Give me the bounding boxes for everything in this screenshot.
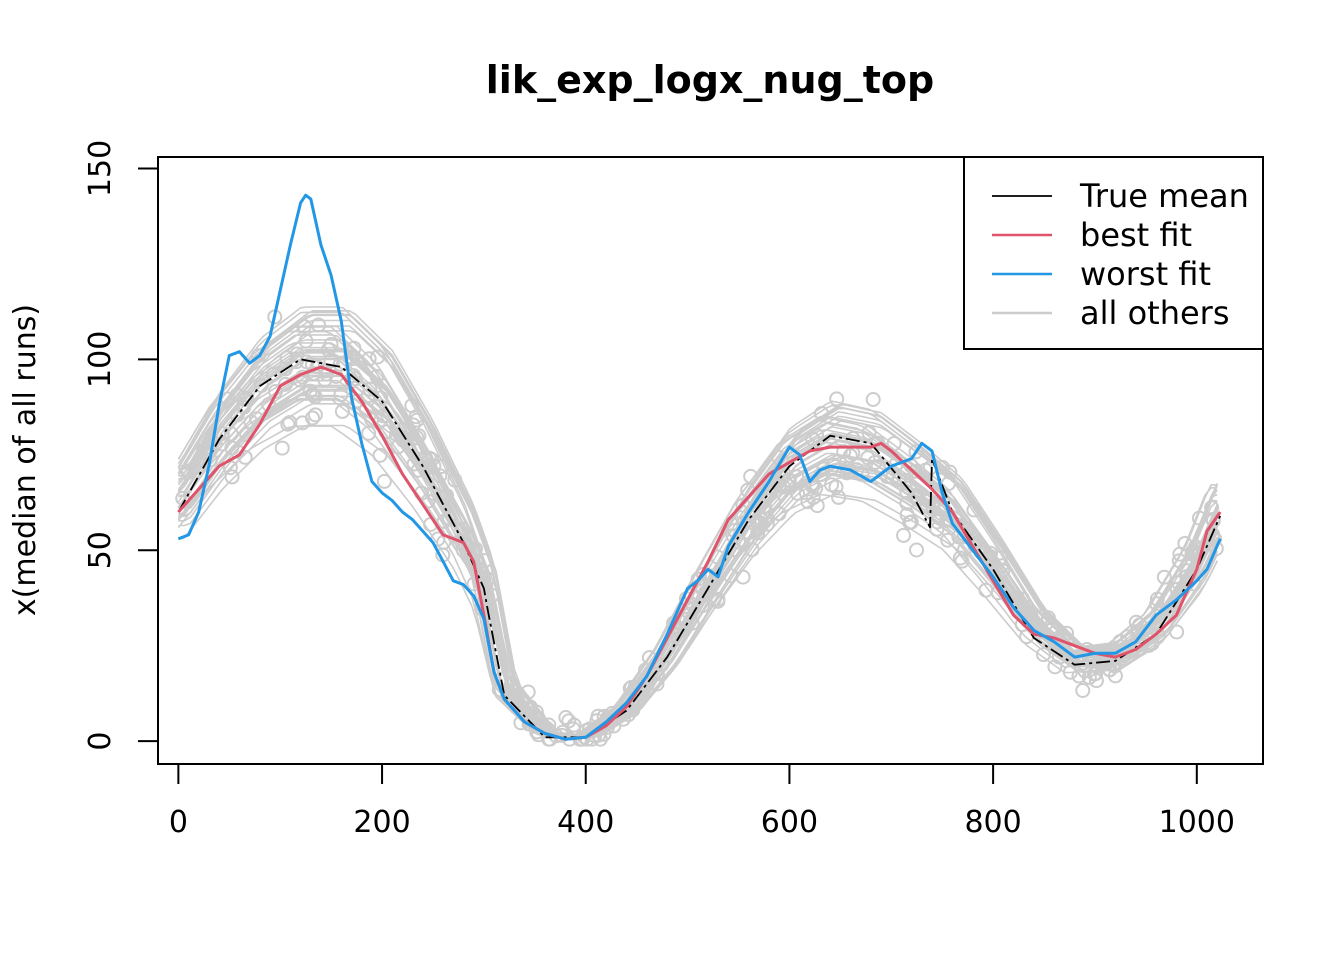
run-line bbox=[177, 351, 1218, 738]
scatter-point bbox=[274, 440, 290, 456]
scatter-point bbox=[1071, 668, 1087, 684]
run-line bbox=[178, 357, 1218, 738]
scatter-point bbox=[896, 527, 912, 543]
run-line bbox=[178, 388, 1218, 739]
legend-label: True mean bbox=[1079, 177, 1249, 215]
run-line bbox=[177, 352, 1218, 738]
run-line bbox=[178, 390, 1218, 739]
worst-fit-line bbox=[177, 193, 1222, 741]
run-line bbox=[178, 374, 1218, 738]
scatter-point bbox=[1169, 624, 1185, 640]
true-mean-line bbox=[177, 358, 1222, 739]
scatter-point bbox=[1156, 569, 1172, 585]
run-line bbox=[178, 355, 1218, 738]
legend-label: best fit bbox=[1080, 216, 1192, 254]
y-axis-label: x(median of all runs) bbox=[8, 304, 43, 616]
scatter-point bbox=[376, 473, 392, 489]
run-line bbox=[177, 350, 1218, 738]
scatter-point bbox=[831, 489, 847, 505]
scatter-point bbox=[558, 710, 574, 726]
scatter-point bbox=[909, 542, 925, 558]
run-line bbox=[178, 384, 1218, 738]
scatter-point bbox=[1088, 673, 1104, 689]
legend-box bbox=[963, 156, 1264, 350]
legend-label: worst fit bbox=[1080, 255, 1211, 293]
series-lines bbox=[177, 193, 1222, 741]
run-line bbox=[177, 394, 1218, 739]
run-line bbox=[177, 398, 1218, 739]
x-tick-label: 0 bbox=[169, 805, 188, 840]
y-axis: 0 50 100 150 bbox=[83, 140, 159, 751]
scatter-point bbox=[828, 479, 844, 495]
run-line bbox=[177, 379, 1218, 739]
scatter-point bbox=[237, 449, 253, 465]
scatter-point bbox=[1036, 647, 1052, 663]
scatter-point bbox=[224, 469, 240, 485]
run-line bbox=[178, 424, 1218, 739]
run-line bbox=[177, 311, 1218, 738]
x-tick-label: 800 bbox=[964, 805, 1021, 840]
x-tick-label: 1000 bbox=[1159, 805, 1235, 840]
y-tick-label: 0 bbox=[83, 732, 118, 751]
scatter-point bbox=[865, 392, 881, 408]
run-line bbox=[177, 358, 1218, 738]
run-line bbox=[178, 313, 1218, 738]
scatter-point bbox=[361, 425, 377, 441]
x-tick-label: 600 bbox=[761, 805, 818, 840]
run-line bbox=[178, 314, 1218, 738]
run-line bbox=[177, 374, 1218, 738]
best-fit-line bbox=[177, 365, 1222, 741]
run-line bbox=[178, 350, 1218, 738]
scatter-point bbox=[370, 349, 386, 365]
run-line bbox=[178, 375, 1218, 738]
run-line bbox=[177, 349, 1218, 738]
x-tick-label: 200 bbox=[353, 805, 410, 840]
scatter-point bbox=[334, 403, 350, 419]
run-line bbox=[178, 310, 1218, 738]
y-tick-label: 100 bbox=[83, 331, 118, 388]
x-tick-label: 400 bbox=[557, 805, 614, 840]
run-line bbox=[177, 346, 1218, 738]
scatter-point bbox=[829, 391, 845, 407]
run-line bbox=[177, 326, 1218, 738]
y-tick-label: 50 bbox=[83, 531, 118, 569]
chart-title: lik_exp_logx_nug_top bbox=[486, 58, 934, 102]
run-line bbox=[178, 330, 1218, 738]
legend-label: all others bbox=[1080, 294, 1229, 332]
scatter-point bbox=[307, 407, 323, 423]
scatter-point bbox=[561, 713, 577, 729]
scatter-point bbox=[1075, 682, 1091, 698]
scatter-point bbox=[305, 410, 321, 426]
x-axis: 0 200 400 600 800 1000 bbox=[169, 763, 1235, 840]
run-line bbox=[178, 386, 1218, 738]
y-tick-label: 150 bbox=[83, 140, 118, 197]
run-line bbox=[178, 325, 1218, 738]
